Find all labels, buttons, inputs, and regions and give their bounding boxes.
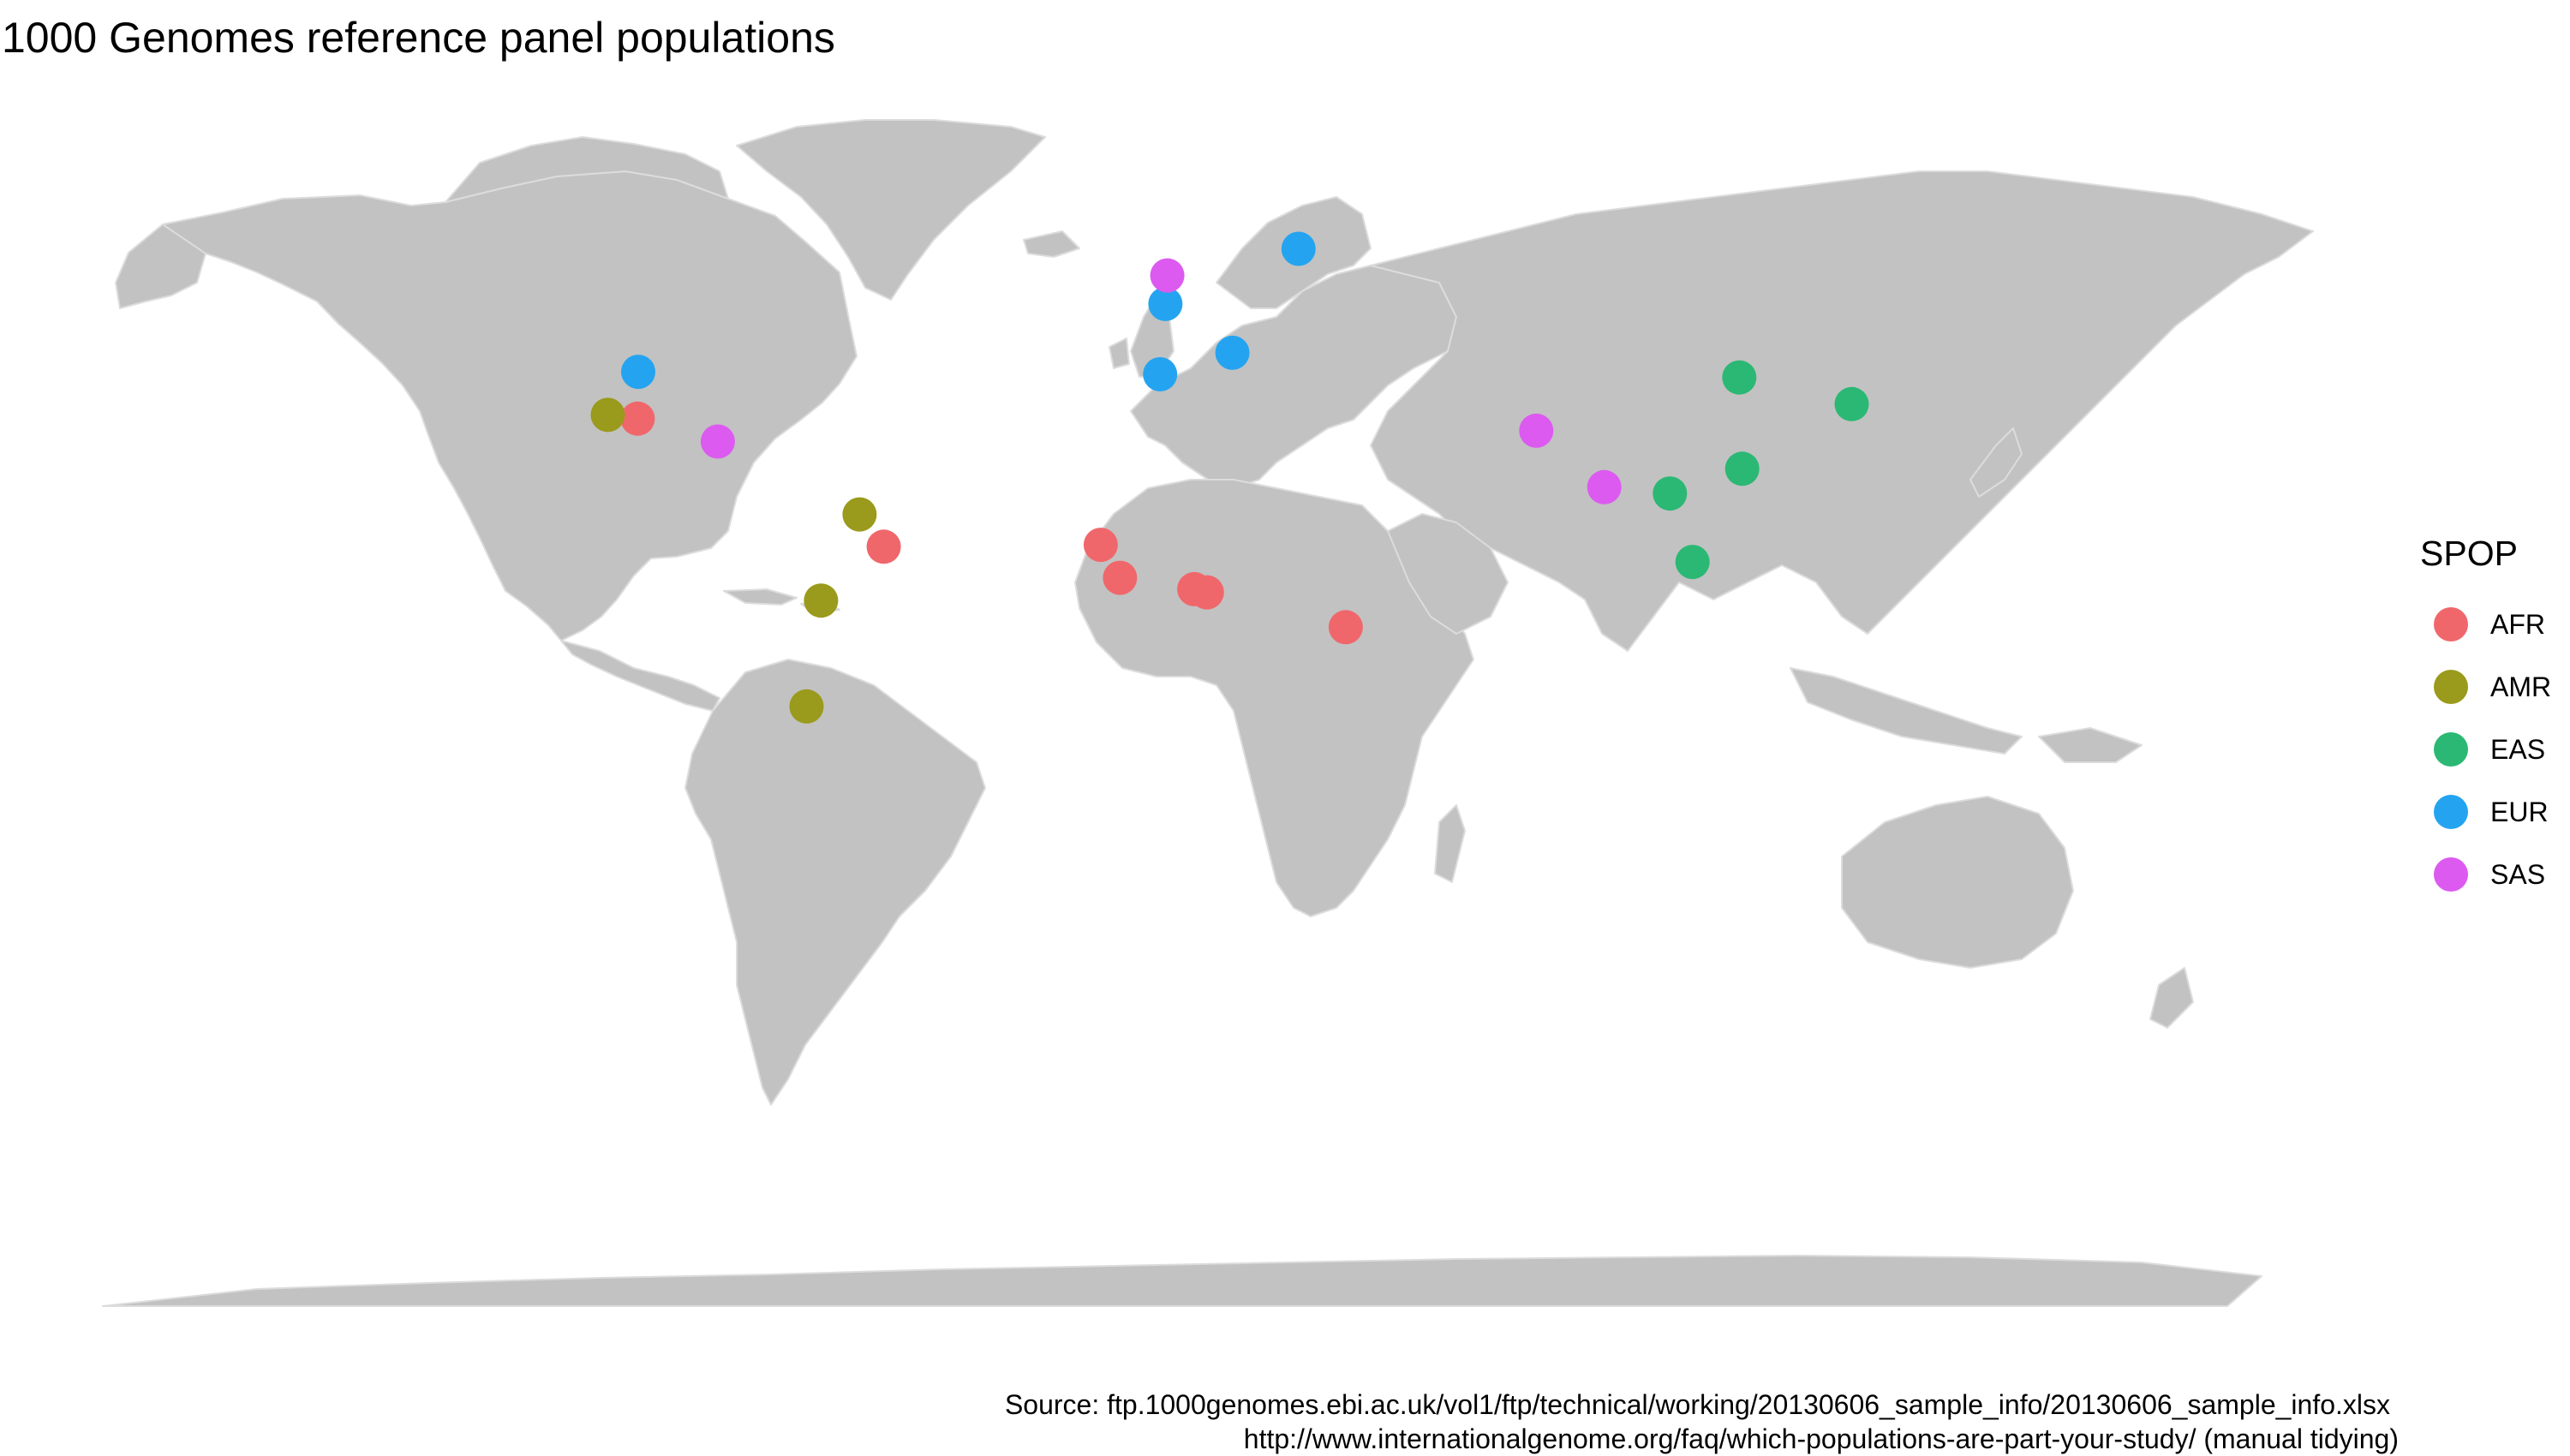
population-point-afr (1103, 560, 1138, 595)
population-point-sas (1150, 258, 1185, 293)
legend-key-sas (2434, 856, 2468, 892)
population-point-eur (1148, 286, 1183, 321)
legend: SPOP AFR AMR EAS EUR SAS (2420, 529, 2566, 905)
population-point-eur (1143, 357, 1178, 391)
legend-key-amr (2434, 669, 2468, 704)
legend-key-eas (2434, 731, 2468, 767)
population-point-afr (620, 401, 655, 436)
map-title: 1000 Genomes reference panel populations (2, 14, 835, 62)
arctic-islands (445, 136, 729, 203)
legend-key-afr (2434, 606, 2468, 641)
population-point-eas (1834, 386, 1869, 421)
population-point-afr (866, 529, 901, 564)
source-caption: Source: ftp.1000genomes.ebi.ac.uk/vol1/f… (1004, 1389, 2390, 1420)
legend-label-afr: AFR (2490, 608, 2545, 640)
legend-item-afr: AFR (2420, 593, 2566, 655)
australia (1841, 796, 2074, 969)
population-point-sas (1587, 469, 1622, 504)
legend-label-amr: AMR (2490, 671, 2552, 702)
land-layer (102, 119, 2314, 1307)
arabia (1387, 513, 1509, 635)
source-url: http://www.internationalgenome.org/faq/w… (1243, 1423, 2399, 1454)
population-point-amr (789, 689, 824, 724)
population-point-amr (590, 397, 625, 433)
southeast-asia-islands (1790, 667, 2023, 755)
japan (1969, 427, 2023, 498)
ireland (1109, 337, 1130, 369)
greenland (736, 119, 1046, 301)
iceland (1023, 230, 1080, 258)
legend-item-sas: SAS (2420, 843, 2566, 905)
legend-item-amr: AMR (2420, 655, 2566, 718)
population-point-eas (1675, 545, 1710, 580)
legend-key-eur (2434, 794, 2468, 829)
population-point-sas (1519, 413, 1554, 448)
central-america (560, 640, 720, 712)
population-point-sas (700, 424, 735, 459)
antarctica (102, 1255, 2262, 1307)
legend-title: SPOP (2420, 534, 2518, 573)
new-guinea (2038, 727, 2143, 763)
population-point-amr (804, 583, 839, 618)
madagascar (1434, 804, 1466, 883)
population-point-eas (1653, 476, 1688, 511)
points-layer (590, 231, 1869, 724)
new-zealand (2149, 967, 2194, 1029)
population-point-eur (1215, 335, 1250, 370)
population-point-amr (842, 497, 877, 532)
population-point-eas (1724, 451, 1760, 486)
population-point-eur (621, 355, 655, 390)
legend-item-eas: EAS (2420, 718, 2566, 780)
population-point-afr (1083, 528, 1118, 563)
legend-item-eur: EUR (2420, 780, 2566, 843)
south-america (684, 659, 986, 1106)
population-point-afr (1328, 610, 1363, 645)
population-point-eur (1281, 231, 1316, 266)
legend-label-sas: SAS (2490, 858, 2546, 890)
population-point-eas (1722, 360, 1757, 395)
alaska (115, 224, 206, 309)
north-america (162, 170, 858, 641)
cuba (723, 588, 798, 606)
legend-label-eur: EUR (2490, 796, 2549, 827)
africa (1074, 479, 1474, 917)
population-point-afr (1189, 575, 1224, 610)
legend-label-eas: EAS (2490, 733, 2546, 765)
